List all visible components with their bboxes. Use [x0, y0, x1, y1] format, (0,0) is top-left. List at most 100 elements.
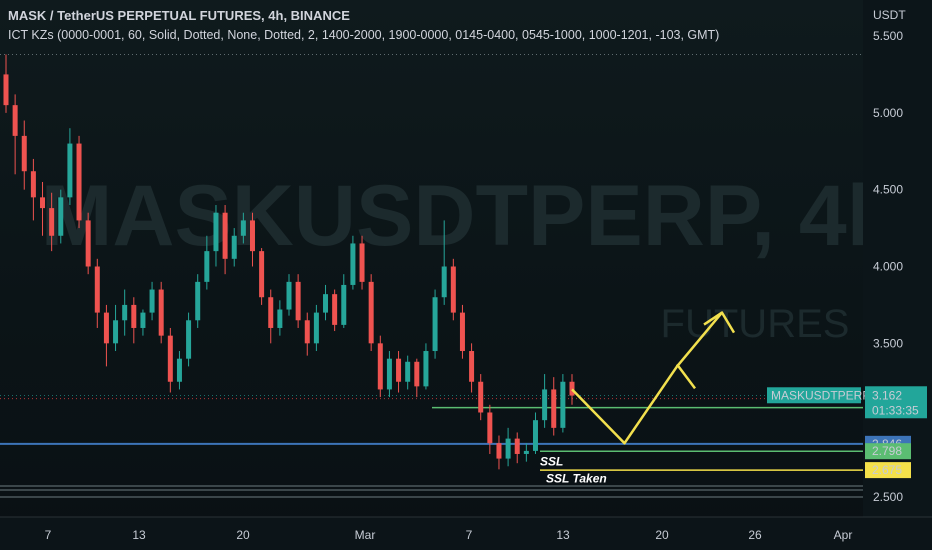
- y-axis[interactable]: USDT5.5005.0004.5004.0003.5002.5003.0822…: [767, 0, 932, 550]
- candle: [368, 274, 374, 352]
- y-tick-label: 4.000: [873, 260, 903, 274]
- x-tick-label: 13: [556, 528, 570, 542]
- x-axis[interactable]: 7 13 20 Mar 7 13 20 26 Apr: [0, 516, 932, 550]
- watermark-symbol: MASKUSDTPERP, 4h: [41, 168, 900, 264]
- candle-body: [167, 335, 173, 382]
- candle: [140, 309, 146, 336]
- candle-body: [377, 343, 383, 390]
- candle-body: [505, 438, 511, 459]
- candle: [94, 258, 100, 328]
- projection-arrowhead: [703, 311, 736, 334]
- candle: [12, 94, 18, 175]
- candle: [450, 258, 456, 321]
- candle-body: [450, 266, 456, 313]
- candle-body: [532, 420, 538, 451]
- x-tick-label: 26: [748, 528, 762, 542]
- level-label: 2.675: [872, 463, 902, 477]
- candle: [49, 192, 55, 252]
- candle: [313, 304, 319, 352]
- candle-body: [259, 251, 265, 298]
- candle: [167, 327, 173, 393]
- candle: [295, 274, 301, 328]
- candle: [350, 235, 356, 290]
- last-price-badge: [865, 386, 927, 419]
- candle: [396, 351, 402, 393]
- candle: [505, 427, 511, 467]
- candle-body: [149, 289, 155, 313]
- last-price-countdown: 01:33:35: [872, 403, 919, 417]
- x-tick-label: Apr: [834, 528, 853, 542]
- candle-body: [341, 284, 347, 325]
- candle: [441, 220, 447, 305]
- candle-body: [542, 389, 548, 421]
- candle-body: [195, 281, 201, 321]
- candle-body: [469, 351, 475, 382]
- candle: [186, 312, 192, 367]
- candle-body: [496, 443, 502, 459]
- candle-body: [204, 251, 210, 282]
- watermark-subtitle: FUTURES: [661, 302, 850, 346]
- candle: [259, 248, 265, 305]
- x-tick-label: 7: [466, 528, 473, 542]
- candle: [359, 235, 365, 290]
- candle: [405, 355, 411, 390]
- candle-body: [122, 304, 128, 321]
- candle-body: [222, 212, 228, 259]
- candle: [286, 274, 292, 316]
- x-axis-panel: [0, 517, 932, 550]
- annotation-ssl: SSL: [540, 455, 563, 469]
- x-tick-label: 20: [236, 528, 250, 542]
- candle: [58, 189, 64, 244]
- level-label: 2.798: [872, 444, 902, 458]
- y-tick-label: 5.500: [873, 29, 903, 43]
- candle-body: [432, 297, 438, 352]
- y-tick-label: 3.500: [873, 336, 903, 350]
- candle: [469, 343, 475, 393]
- candle: [478, 374, 484, 421]
- candle-body: [76, 143, 82, 221]
- candle: [40, 181, 46, 236]
- level-label-bg: [865, 443, 911, 460]
- candles: [3, 54, 575, 470]
- candle-body: [459, 312, 465, 352]
- candle-body: [103, 312, 109, 344]
- candle-body: [405, 361, 411, 382]
- candle-body: [240, 220, 246, 236]
- candle-body: [213, 212, 219, 252]
- currency-label: USDT: [873, 8, 906, 22]
- candle: [459, 304, 465, 359]
- candle-body: [423, 351, 429, 387]
- candle-body: [21, 135, 27, 172]
- candle: [323, 284, 329, 321]
- candle: [76, 135, 82, 229]
- candle-body: [569, 381, 575, 396]
- candle: [377, 335, 383, 398]
- candle: [432, 289, 438, 359]
- candle-body: [176, 358, 182, 382]
- candle: [113, 304, 119, 352]
- candle: [131, 297, 137, 344]
- candle: [341, 274, 347, 328]
- candle-body: [3, 74, 9, 106]
- candle-body: [323, 294, 329, 313]
- candle: [103, 304, 109, 367]
- candle-body: [231, 235, 237, 259]
- indicator-legend[interactable]: ICT KZs (0000-0001, 60, Solid, Dotted, N…: [8, 28, 720, 42]
- candle-body: [140, 312, 146, 328]
- candle-body: [286, 281, 292, 310]
- candle: [268, 289, 274, 344]
- level-label-bg: [865, 462, 911, 479]
- candle-body: [396, 358, 402, 382]
- candle-body: [277, 309, 283, 328]
- candle-body: [551, 389, 557, 428]
- x-tick-label: 20: [655, 528, 669, 542]
- candle: [195, 274, 201, 328]
- projection-zigzag: [676, 363, 696, 390]
- x-tick-label: 13: [132, 528, 146, 542]
- candle: [3, 54, 9, 113]
- candle-body: [30, 171, 36, 198]
- candle: [176, 351, 182, 390]
- candle: [21, 120, 27, 190]
